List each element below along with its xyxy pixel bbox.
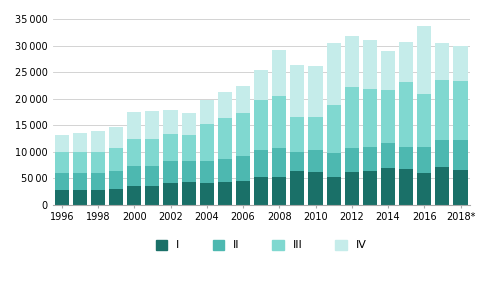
Bar [109, 171, 123, 189]
Bar [454, 170, 467, 205]
Bar [145, 166, 160, 185]
Bar [164, 183, 178, 205]
Bar [127, 139, 141, 166]
Bar [417, 147, 431, 173]
Bar [254, 150, 268, 177]
Bar [218, 159, 232, 182]
Bar [290, 65, 304, 117]
Bar [200, 183, 214, 205]
Bar [327, 105, 341, 153]
Bar [399, 82, 413, 147]
Bar [200, 100, 214, 124]
Bar [73, 152, 87, 173]
Bar [164, 110, 178, 133]
Bar [127, 186, 141, 205]
Bar [363, 40, 377, 89]
Bar [399, 42, 413, 82]
Bar [91, 152, 105, 173]
Bar [417, 27, 431, 94]
Bar [363, 147, 377, 171]
Bar [218, 182, 232, 205]
Bar [399, 147, 413, 169]
Bar [272, 50, 286, 96]
Bar [73, 173, 87, 190]
Bar [55, 190, 69, 205]
Bar [272, 96, 286, 148]
Bar [454, 81, 467, 140]
Bar [327, 43, 341, 105]
Legend: I, II, III, IV: I, II, III, IV [152, 235, 371, 255]
Bar [254, 177, 268, 205]
Bar [290, 152, 304, 171]
Bar [436, 80, 449, 140]
Bar [218, 92, 232, 118]
Bar [73, 190, 87, 205]
Bar [236, 156, 250, 181]
Bar [200, 161, 214, 183]
Bar [327, 177, 341, 205]
Bar [91, 190, 105, 205]
Bar [454, 46, 467, 81]
Bar [236, 113, 250, 156]
Bar [381, 90, 395, 143]
Bar [236, 86, 250, 113]
Bar [345, 172, 359, 205]
Bar [363, 89, 377, 147]
Bar [236, 181, 250, 205]
Bar [127, 112, 141, 139]
Bar [345, 88, 359, 149]
Bar [327, 153, 341, 177]
Bar [109, 127, 123, 149]
Bar [218, 118, 232, 159]
Bar [308, 150, 323, 172]
Bar [254, 70, 268, 100]
Bar [145, 185, 160, 205]
Bar [272, 148, 286, 177]
Bar [200, 124, 214, 161]
Bar [127, 166, 141, 186]
Bar [145, 140, 160, 166]
Bar [454, 140, 467, 170]
Bar [109, 189, 123, 205]
Bar [436, 167, 449, 205]
Bar [308, 117, 323, 150]
Bar [381, 143, 395, 168]
Bar [182, 161, 196, 182]
Bar [417, 94, 431, 147]
Bar [91, 131, 105, 152]
Bar [55, 135, 69, 152]
Bar [308, 172, 323, 205]
Bar [145, 111, 160, 140]
Bar [363, 171, 377, 205]
Bar [55, 173, 69, 190]
Bar [91, 173, 105, 190]
Bar [164, 161, 178, 183]
Bar [182, 135, 196, 161]
Bar [272, 177, 286, 205]
Bar [436, 43, 449, 80]
Bar [308, 66, 323, 117]
Bar [109, 149, 123, 171]
Bar [345, 149, 359, 172]
Bar [345, 36, 359, 88]
Bar [182, 114, 196, 135]
Bar [381, 51, 395, 90]
Bar [73, 133, 87, 152]
Bar [436, 140, 449, 167]
Bar [55, 152, 69, 173]
Bar [182, 182, 196, 205]
Bar [290, 117, 304, 152]
Bar [417, 173, 431, 205]
Bar [164, 133, 178, 161]
Bar [381, 168, 395, 205]
Bar [290, 171, 304, 205]
Bar [254, 100, 268, 150]
Bar [399, 169, 413, 205]
